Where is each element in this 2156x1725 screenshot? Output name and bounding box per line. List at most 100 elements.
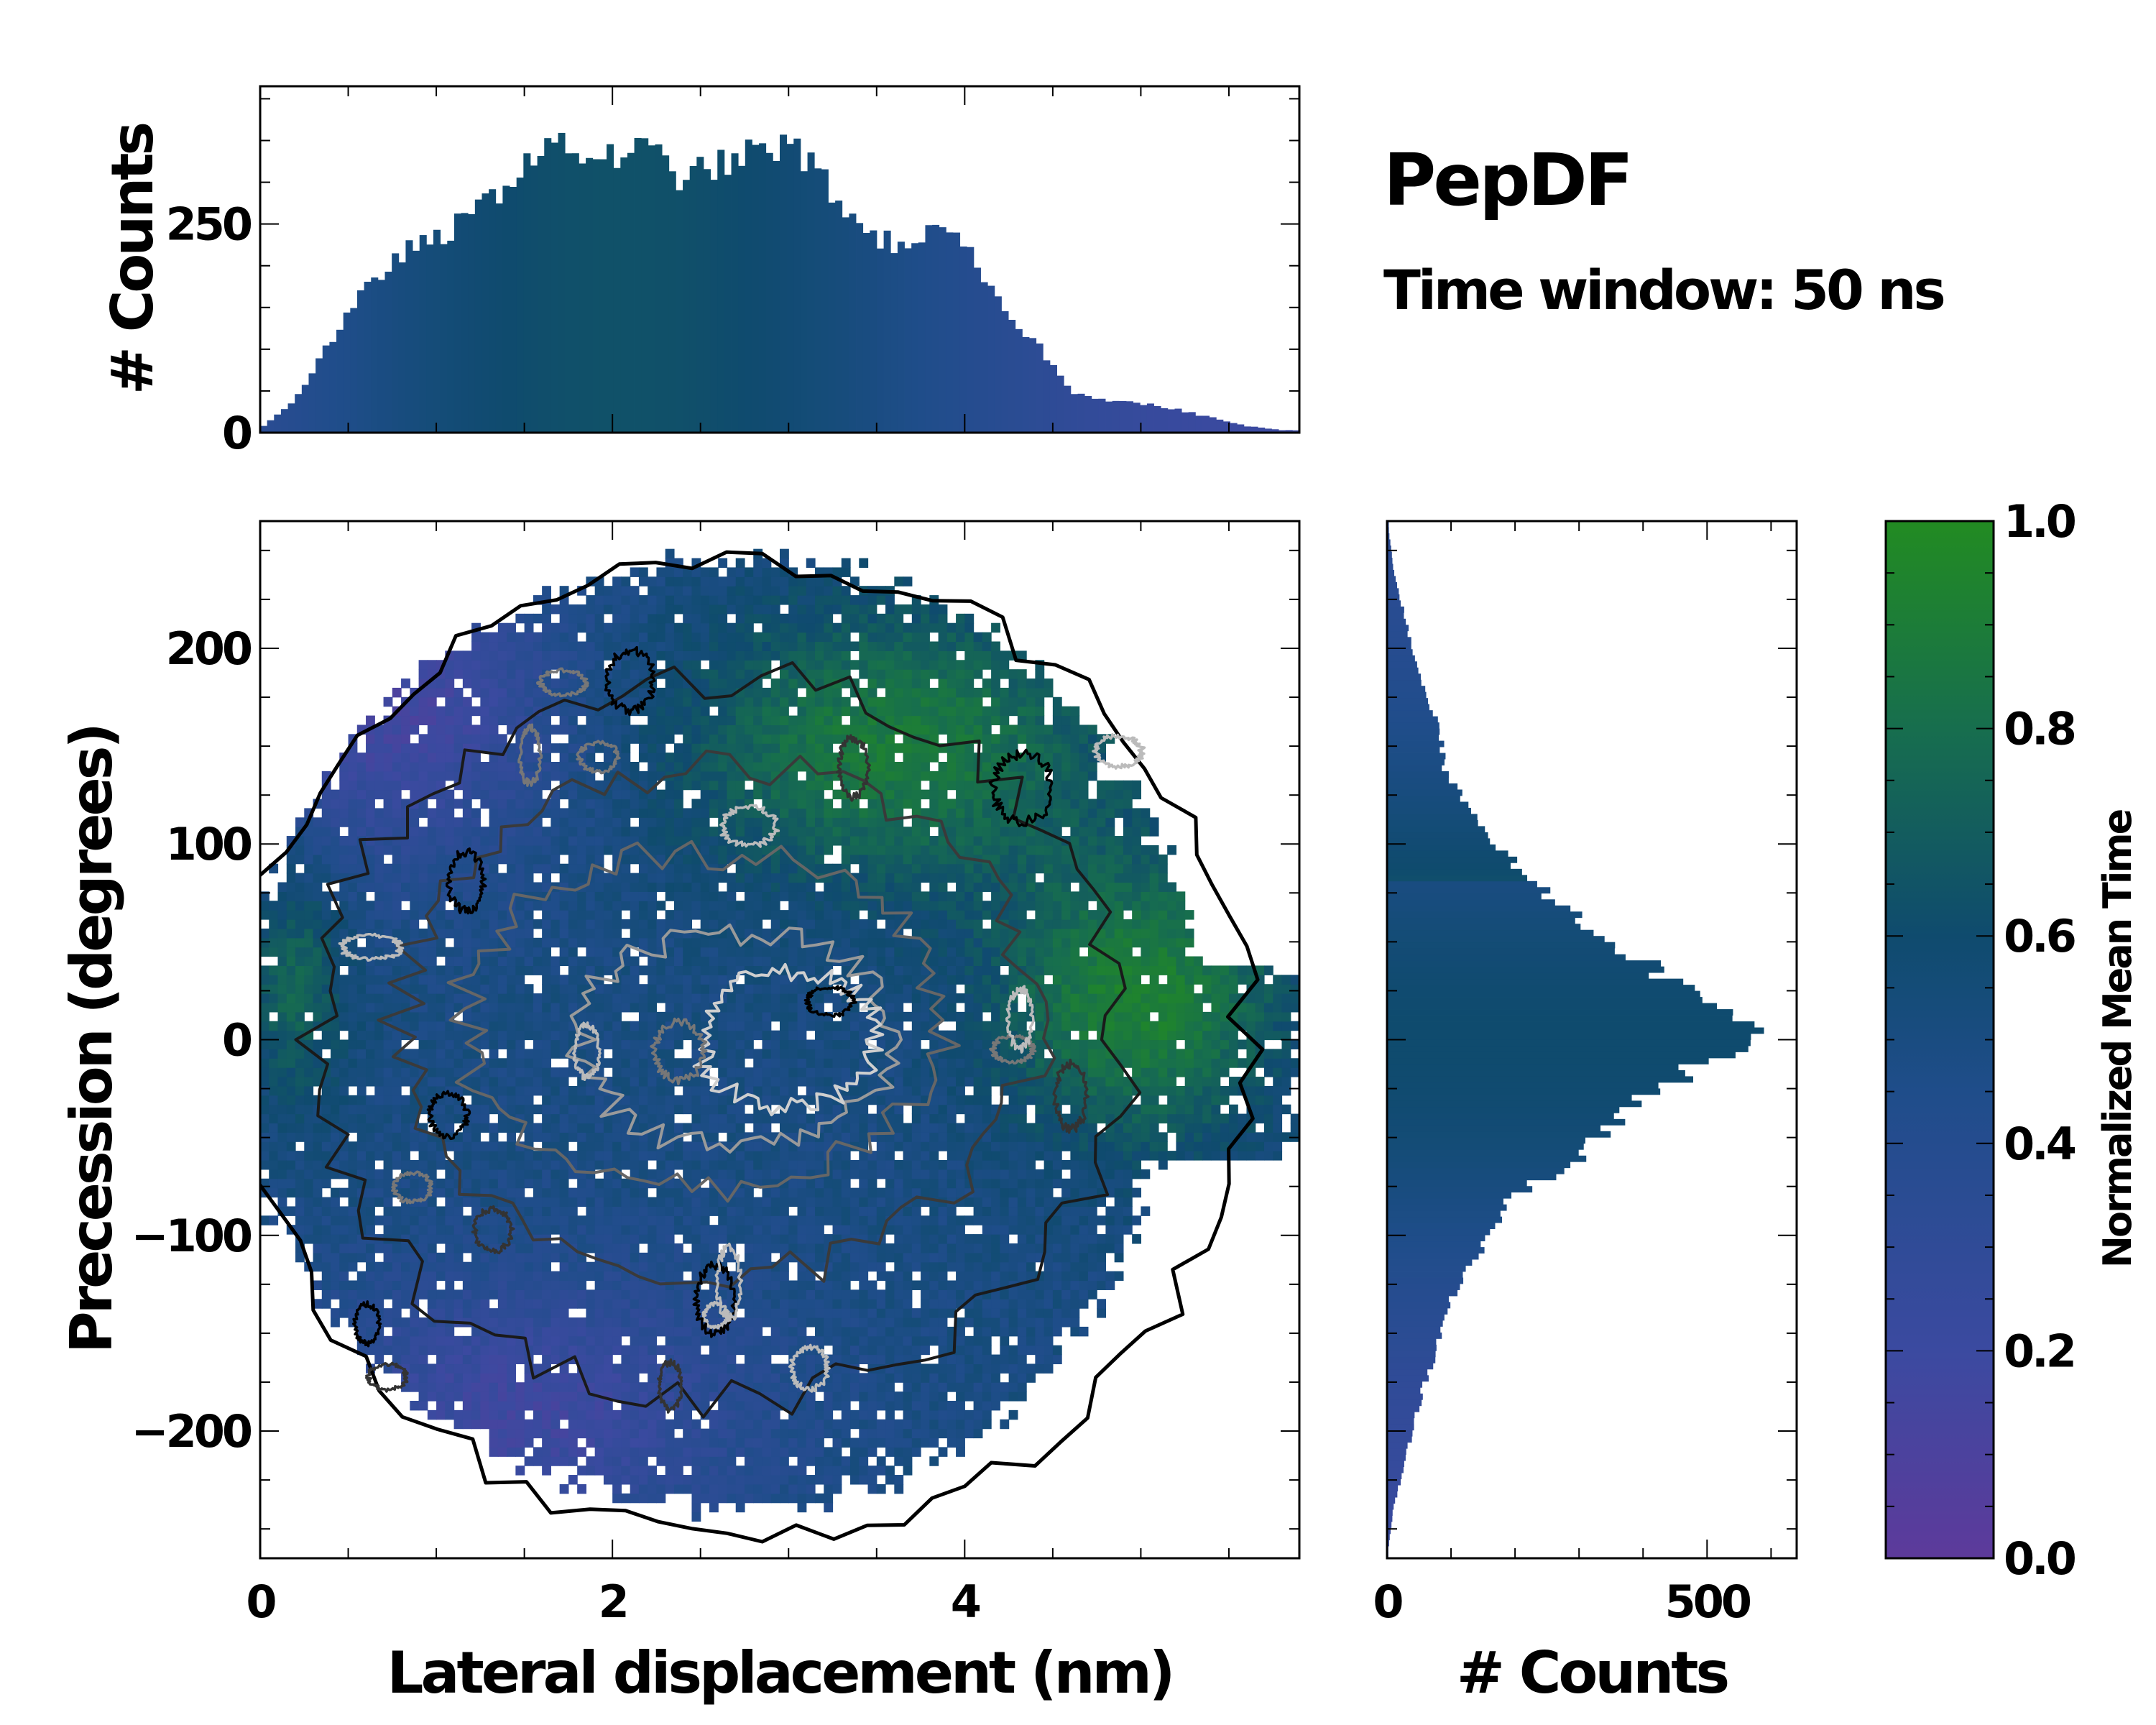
heatmap-cell — [638, 567, 648, 577]
heatmap-cell — [753, 993, 763, 1003]
heatmap-cell — [366, 1077, 375, 1087]
heatmap-cell — [665, 706, 675, 717]
heatmap-cell — [515, 1419, 525, 1430]
heatmap-cell — [727, 993, 737, 1003]
heatmap-cell — [445, 1169, 455, 1179]
heatmap-cell — [665, 1299, 675, 1309]
heatmap-cell — [568, 984, 578, 994]
heatmap-cell — [780, 1382, 789, 1392]
heatmap-cell — [331, 1317, 340, 1328]
heatmap-cell — [603, 1363, 613, 1374]
heatmap-cell — [577, 1243, 586, 1254]
heatmap-cell — [356, 975, 367, 985]
heatmap-cell — [612, 1252, 622, 1263]
heatmap-cell — [700, 1354, 710, 1365]
heatmap-cell — [348, 1151, 358, 1161]
heatmap-cell — [331, 836, 340, 846]
heatmap-cell — [700, 947, 710, 957]
heatmap-cell — [515, 1252, 525, 1263]
heatmap-cell — [410, 827, 420, 837]
heatmap-cell — [665, 1335, 675, 1346]
heatmap-cell — [269, 965, 279, 975]
heatmap-cell — [515, 706, 525, 717]
heatmap-cell — [727, 1326, 737, 1337]
heatmap-cell — [339, 1271, 349, 1282]
heatmap-cell — [471, 1400, 481, 1411]
heatmap-cell — [445, 1030, 455, 1041]
x-hist-bar — [1209, 417, 1217, 433]
heatmap-cell — [559, 1447, 569, 1457]
heatmap-cell — [735, 743, 745, 753]
heatmap-cell — [753, 743, 763, 753]
heatmap-cell — [603, 910, 613, 920]
heatmap-cell — [568, 1132, 578, 1142]
heatmap-cell — [603, 937, 613, 948]
heatmap-cell — [427, 1382, 437, 1392]
heatmap-cell — [427, 1151, 437, 1161]
heatmap-cell — [630, 1484, 640, 1494]
heatmap-cell — [339, 1011, 349, 1022]
heatmap-cell — [577, 706, 586, 717]
heatmap-cell — [331, 1187, 340, 1198]
heatmap-cell — [735, 1011, 745, 1022]
heatmap-cell — [304, 1085, 314, 1096]
heatmap-cell — [436, 827, 446, 837]
heatmap-cell — [453, 1354, 464, 1365]
heatmap-cell — [445, 1409, 455, 1420]
heatmap-cell — [462, 965, 472, 975]
heatmap-cell — [612, 595, 622, 605]
heatmap-cell — [638, 622, 648, 633]
heatmap-cell — [656, 567, 666, 577]
heatmap-cell — [524, 1178, 534, 1189]
heatmap-cell — [673, 937, 683, 948]
heatmap-cell — [524, 1077, 534, 1087]
heatmap-cell — [577, 928, 586, 939]
heatmap-cell — [436, 1373, 446, 1383]
heatmap-cell — [559, 1299, 569, 1309]
heatmap-cell — [594, 1123, 604, 1133]
heatmap-cell — [762, 1317, 772, 1328]
heatmap-cell — [260, 891, 270, 901]
heatmap-cell — [436, 761, 446, 772]
heatmap-cell — [594, 715, 604, 726]
heatmap-cell — [709, 1169, 719, 1179]
heatmap-cell — [603, 1335, 613, 1346]
heatmap-cell — [507, 1409, 516, 1420]
heatmap-cell — [445, 1095, 455, 1105]
heatmap-cell — [656, 789, 666, 800]
heatmap-cell — [339, 770, 349, 781]
x-hist-bar — [405, 240, 413, 433]
heatmap-cell — [586, 1197, 596, 1208]
heatmap-cell — [709, 1030, 719, 1041]
heatmap-cell — [780, 1197, 789, 1208]
x-hist-bar — [495, 203, 503, 433]
heatmap-cell — [621, 1308, 631, 1318]
heatmap-cell — [770, 622, 780, 633]
heatmap-cell — [700, 678, 710, 689]
heatmap-cell — [418, 1011, 428, 1022]
heatmap-cell — [489, 1392, 499, 1402]
heatmap-cell — [780, 724, 789, 735]
heatmap-cell — [603, 1299, 613, 1309]
heatmap-cell — [612, 724, 622, 735]
x-hist-bar — [1077, 393, 1085, 433]
heatmap-cell — [656, 965, 666, 975]
heatmap-cell — [638, 1493, 648, 1504]
heatmap-cell — [744, 1438, 754, 1448]
heatmap-cell — [656, 1447, 666, 1457]
heatmap-cell — [471, 678, 481, 689]
heatmap-cell — [445, 1206, 455, 1216]
heatmap-cell — [515, 965, 525, 975]
heatmap-cell — [638, 808, 648, 818]
heatmap-cell — [568, 901, 578, 911]
heatmap-cell — [559, 891, 569, 901]
heatmap-cell — [356, 1002, 367, 1013]
heatmap-cell — [612, 1289, 622, 1300]
heatmap-cell — [568, 965, 578, 975]
heatmap-cell — [700, 1428, 710, 1439]
heatmap-cell — [621, 1197, 631, 1208]
heatmap-cell — [638, 817, 648, 827]
heatmap-cell — [533, 1326, 543, 1337]
heatmap-cell — [497, 1345, 507, 1356]
heatmap-cell — [489, 1132, 499, 1142]
